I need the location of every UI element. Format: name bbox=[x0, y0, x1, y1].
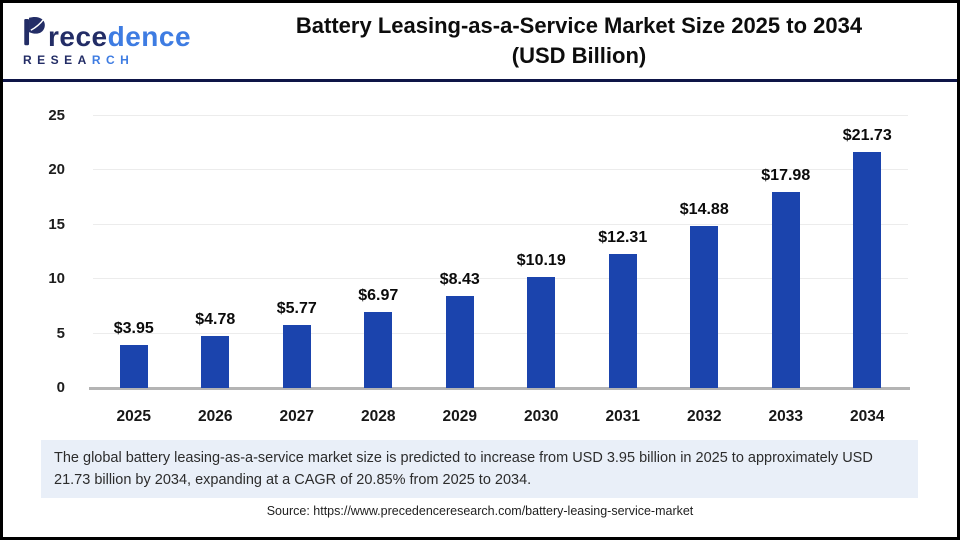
bar-2030 bbox=[527, 277, 556, 388]
bar-2031 bbox=[608, 254, 637, 388]
gridline-25 bbox=[93, 115, 908, 116]
value-label-2025: $3.95 bbox=[113, 320, 154, 338]
value-label-2026: $4.78 bbox=[195, 311, 236, 328]
bar-2033 bbox=[771, 192, 800, 388]
value-label-2034: $21.73 bbox=[842, 126, 892, 144]
bar-2034 bbox=[853, 151, 882, 388]
precedence-research-logo: rece dence RESEARCH bbox=[3, 16, 215, 67]
value-label-2032: $14.88 bbox=[679, 201, 729, 219]
gridline-10 bbox=[93, 278, 908, 280]
x-tick-label-2030: 2030 bbox=[524, 408, 559, 425]
header: rece dence RESEARCH Battery Leasing-as-a-… bbox=[3, 3, 957, 82]
y-tick-label-25: 25 bbox=[48, 107, 65, 124]
summary-box: The global battery leasing-as-a-service … bbox=[41, 440, 918, 498]
gridline-20 bbox=[93, 169, 908, 171]
bar-column-2034: $21.73 2034 bbox=[827, 116, 909, 425]
bar-column-2032: $14.88 2032 bbox=[664, 116, 746, 425]
logo-subtext-dark: RESEA bbox=[23, 52, 92, 67]
y-axis: 0 5 10 15 20 25 bbox=[3, 85, 79, 446]
x-tick-label-2031: 2031 bbox=[605, 408, 640, 425]
x-tick-label-2034: 2034 bbox=[850, 408, 885, 425]
bar-column-2033: $17.98 2033 bbox=[745, 116, 827, 425]
chart-title: Battery Leasing-as-a-Service Market Size… bbox=[215, 11, 957, 71]
logo-text-dark: rece bbox=[48, 20, 108, 52]
y-tick-label-5: 5 bbox=[56, 324, 65, 342]
y-tick-label-15: 15 bbox=[48, 215, 65, 233]
chart-title-line1: Battery Leasing-as-a-Service Market Size… bbox=[295, 13, 863, 38]
bar-2027 bbox=[282, 325, 311, 388]
gridline-15 bbox=[93, 223, 908, 225]
bar-2032 bbox=[690, 226, 719, 388]
y-tick-label-20: 20 bbox=[48, 161, 65, 179]
leaf-p-icon bbox=[23, 16, 47, 52]
bar-chart: 0 5 10 15 20 25 $3.95 2025 $4.78 2026 $5.77 2027 $6… bbox=[3, 85, 957, 446]
x-axis-line bbox=[89, 387, 910, 390]
x-tick-label-2026: 2026 bbox=[198, 408, 233, 425]
bar-2026 bbox=[201, 336, 230, 388]
value-label-2028: $6.97 bbox=[358, 287, 399, 305]
value-label-2031: $12.31 bbox=[598, 229, 648, 247]
logo-subtext: RESEARCH bbox=[23, 53, 215, 67]
x-tick-label-2032: 2032 bbox=[687, 408, 722, 425]
value-label-2033: $17.98 bbox=[761, 167, 811, 185]
value-label-2027: $5.77 bbox=[276, 300, 317, 318]
chart-title-line2: (USD Billion) bbox=[511, 43, 647, 68]
plot-area: $3.95 2025 $4.78 2026 $5.77 2027 $6.97 2028 $8.4… bbox=[89, 115, 910, 425]
x-tick-label-2025: 2025 bbox=[116, 408, 151, 425]
x-tick-label-2029: 2029 bbox=[442, 408, 477, 425]
x-tick-label-2028: 2028 bbox=[361, 408, 396, 425]
bar-2028 bbox=[364, 312, 393, 388]
y-tick-label-10: 10 bbox=[48, 270, 65, 288]
logo-text-light: dence bbox=[107, 20, 192, 52]
x-tick-label-2033: 2033 bbox=[768, 408, 803, 425]
bar-column-2030: $10.19 2030 bbox=[501, 116, 583, 425]
bar-column-2028: $6.97 2028 bbox=[338, 116, 420, 425]
bar-2025 bbox=[119, 345, 148, 388]
bar-column-2029: $8.43 2029 bbox=[419, 116, 501, 425]
source-text: Source: https://www.precedenceresearch.c… bbox=[266, 504, 694, 518]
logo-subtext-light: RCH bbox=[91, 52, 135, 67]
y-tick-label-0: 0 bbox=[56, 379, 65, 396]
value-label-2030: $10.19 bbox=[516, 252, 566, 270]
bar-2029 bbox=[445, 296, 474, 388]
logo-wordmark: rece dence bbox=[23, 16, 215, 52]
bar-column-2025: $3.95 2025 bbox=[93, 116, 175, 425]
x-tick-label-2027: 2027 bbox=[279, 408, 314, 425]
gridline-5 bbox=[93, 332, 908, 334]
value-label-2029: $8.43 bbox=[439, 271, 480, 289]
bar-column-2031: $12.31 2031 bbox=[582, 116, 664, 425]
bar-column-2026: $4.78 2026 bbox=[175, 116, 257, 425]
bar-column-2027: $5.77 2027 bbox=[256, 116, 338, 425]
